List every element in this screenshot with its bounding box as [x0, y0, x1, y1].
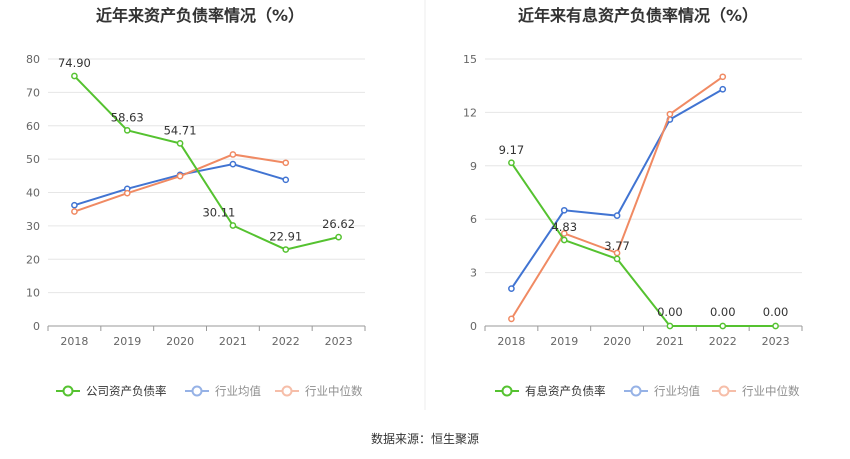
data-label: 4.83	[551, 220, 577, 234]
data-point	[71, 201, 78, 209]
data-label: 26.62	[322, 217, 355, 231]
data-point	[666, 322, 674, 330]
data-point	[282, 176, 290, 184]
data-point	[71, 72, 78, 80]
data-point	[123, 126, 131, 134]
data-label: 54.71	[164, 123, 197, 137]
y-tick-label: 12	[463, 106, 477, 119]
y-tick-label: 40	[26, 187, 40, 200]
y-tick-label: 3	[470, 267, 477, 280]
x-tick-label: 2018	[497, 335, 525, 348]
data-label: 3.77	[604, 239, 630, 253]
x-tick-label: 2018	[60, 335, 88, 348]
x-tick-label: 2023	[325, 335, 353, 348]
data-point	[508, 315, 515, 323]
legend-item: 行业中位数	[712, 384, 800, 398]
data-point	[560, 230, 568, 237]
data-point	[176, 140, 184, 147]
data-point	[508, 285, 515, 292]
x-tick-label: 2020	[166, 335, 194, 348]
data-label: 74.90	[58, 56, 91, 70]
data-point	[229, 222, 237, 229]
series-line-industry-mean	[74, 163, 287, 207]
x-tick-label: 2020	[603, 335, 631, 348]
data-point	[719, 73, 727, 81]
x-tick-label: 2022	[272, 335, 300, 348]
chart-title-right: 近年来有息资产负债率情况（%）	[518, 6, 758, 25]
data-label: 22.91	[269, 230, 302, 244]
y-tick-label: 0	[33, 320, 40, 333]
series-line-industry-median	[510, 75, 724, 320]
legend-label: 行业均值	[215, 384, 261, 398]
data-point	[282, 159, 290, 167]
legend-item: 行业中位数	[275, 384, 363, 398]
data-point	[282, 246, 290, 253]
data-point	[71, 208, 78, 215]
y-tick-label: 0	[470, 320, 477, 333]
data-point	[229, 151, 237, 158]
legend-item: 行业均值	[624, 384, 700, 398]
legend-label: 有息资产负债率	[525, 384, 606, 398]
data-point	[335, 233, 342, 241]
legend-marker	[501, 385, 513, 397]
legend-label: 行业中位数	[742, 384, 800, 398]
data-point	[508, 159, 515, 167]
data-point	[666, 110, 674, 118]
x-tick-label: 2019	[550, 335, 578, 348]
data-point	[560, 236, 568, 244]
chart-title-left: 近年来资产负债率情况（%）	[96, 6, 304, 25]
y-tick-label: 80	[26, 53, 40, 66]
y-tick-label: 60	[26, 120, 40, 133]
legend-item: 行业均值	[185, 384, 261, 398]
y-tick-label: 15	[463, 53, 477, 66]
data-point	[719, 322, 727, 330]
y-tick-label: 30	[26, 220, 40, 233]
chart-right: 0 3 6 9 12 15 2018 2019 2020 2021 2022 2023 9.17 4.83…	[463, 53, 803, 398]
legend-item: 有息资产负债率	[495, 384, 606, 398]
data-point	[613, 255, 621, 263]
legend-marker	[281, 385, 293, 397]
data-label: 0.00	[657, 305, 683, 319]
data-point	[613, 212, 621, 219]
chart-left: 0 10 20 30 40 50 60 70 80 2018 2019 2020 2021 2022 202…	[26, 53, 366, 398]
x-tick-label: 2019	[113, 335, 141, 348]
y-tick-label: 9	[470, 160, 477, 173]
legend-marker	[62, 385, 74, 397]
legend-label: 公司资产负债率	[86, 384, 167, 398]
series-line-industry-median	[74, 153, 286, 213]
source-note: 数据来源：恒生聚源	[371, 431, 479, 446]
data-point	[229, 160, 237, 168]
y-tick-label: 20	[26, 253, 40, 266]
x-tick-label: 2021	[219, 335, 247, 348]
data-label: 30.11	[202, 206, 235, 220]
data-label: 58.63	[111, 110, 144, 124]
series-line-company	[73, 75, 339, 251]
series-line-company	[510, 162, 776, 327]
data-label: 9.17	[499, 143, 525, 157]
legend-marker	[718, 385, 730, 397]
data-point	[123, 189, 131, 197]
legend-marker	[630, 385, 642, 397]
data-point	[176, 172, 184, 180]
data-label: 0.00	[763, 305, 789, 319]
x-tick-label: 2021	[656, 335, 684, 348]
data-label: 0.00	[710, 305, 736, 319]
data-point	[719, 85, 727, 93]
y-tick-label: 70	[26, 86, 40, 99]
legend-item: 公司资产负债率	[56, 384, 167, 398]
y-tick-label: 6	[470, 213, 477, 226]
y-tick-label: 10	[26, 287, 40, 300]
x-tick-label: 2023	[762, 335, 790, 348]
y-tick-label: 50	[26, 153, 40, 166]
legend-label: 行业均值	[654, 384, 700, 398]
data-point	[560, 206, 568, 214]
x-tick-label: 2022	[709, 335, 737, 348]
legend-marker	[191, 385, 203, 397]
legend-label: 行业中位数	[305, 384, 363, 398]
data-point	[772, 322, 779, 330]
